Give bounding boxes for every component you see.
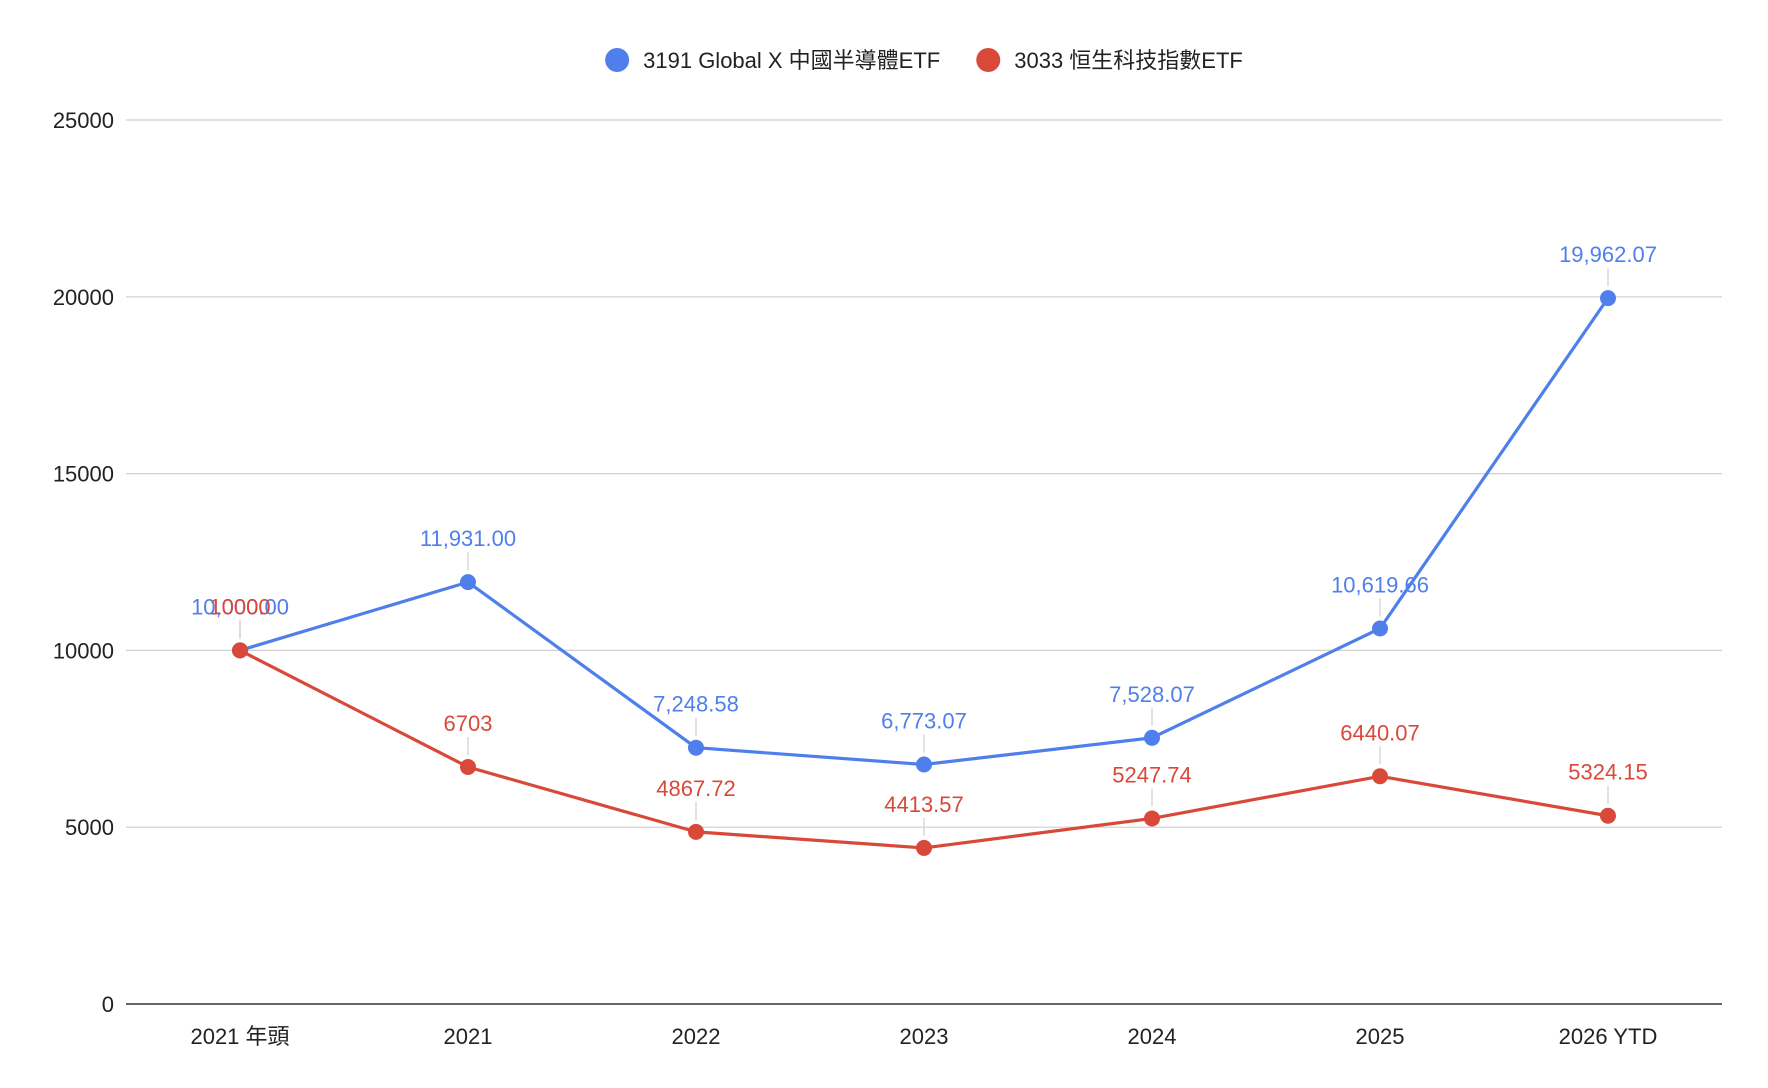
data-label: 10,619.66	[1331, 572, 1429, 597]
x-tick-label: 2021	[444, 1024, 493, 1049]
series-points	[232, 290, 1616, 856]
legend-marker	[605, 48, 630, 72]
data-point	[1372, 768, 1388, 785]
data-point	[916, 839, 932, 856]
y-tick-label: 10000	[53, 638, 114, 663]
data-label: 7,528.07	[1109, 682, 1195, 707]
x-tick-label: 2021 年頭	[190, 1024, 289, 1049]
data-label: 19,962.07	[1559, 242, 1657, 267]
legend-item: 3033 恒生科技指數ETF	[976, 48, 1243, 73]
data-labels: 10,000.00 11,931.00 7,248.58 6,773.07 7,528.…	[191, 242, 1657, 836]
legend-label: 3191 Global X 中國半導體ETF	[643, 48, 940, 73]
x-axis: 2021 年頭 2021 2022 2023 2024 2025 2026 YTD	[126, 1003, 1722, 1049]
data-point	[460, 758, 476, 775]
data-label: 11,931.00	[420, 526, 516, 551]
data-label: 10000	[209, 594, 270, 619]
data-point	[460, 574, 476, 591]
legend-marker	[976, 48, 1001, 72]
y-axis: 0 5000 10000 15000 20000 25000	[53, 108, 114, 1017]
data-point	[688, 823, 704, 840]
y-tick-label: 15000	[53, 462, 114, 487]
data-label: 10,000.00	[191, 594, 289, 619]
x-tick-label: 2024	[1128, 1024, 1177, 1049]
data-point	[1144, 810, 1160, 827]
y-tick-label: 5000	[65, 815, 114, 840]
data-label: 6,773.07	[881, 709, 967, 734]
data-point	[1600, 807, 1616, 824]
data-label: 4867.72	[656, 776, 736, 801]
y-tick-label: 0	[102, 992, 114, 1017]
legend-label: 3033 恒生科技指數ETF	[1014, 48, 1243, 73]
y-tick-label: 20000	[53, 285, 114, 310]
data-label: 6703	[444, 711, 493, 736]
x-tick-label: 2026 YTD	[1559, 1024, 1658, 1049]
data-label: 4413.57	[884, 792, 964, 817]
data-point	[688, 739, 704, 756]
y-tick-label: 25000	[53, 108, 114, 133]
data-point	[232, 642, 248, 659]
x-tick-label: 2022	[672, 1024, 721, 1049]
gridlines	[126, 119, 1722, 828]
data-label: 5247.74	[1112, 762, 1192, 787]
legend: 3191 Global X 中國半導體ETF 3033 恒生科技指數ETF	[605, 48, 1243, 73]
data-point	[1144, 729, 1160, 746]
data-point	[916, 756, 932, 773]
x-tick-label: 2025	[1356, 1024, 1405, 1049]
data-label: 5324.15	[1568, 760, 1648, 785]
x-tick-label: 2023	[900, 1024, 949, 1049]
data-label: 7,248.58	[653, 692, 739, 717]
data-point	[1600, 290, 1616, 307]
data-label: 6440.07	[1340, 720, 1420, 745]
legend-item: 3191 Global X 中國半導體ETF	[605, 48, 940, 73]
data-point	[1372, 620, 1388, 637]
